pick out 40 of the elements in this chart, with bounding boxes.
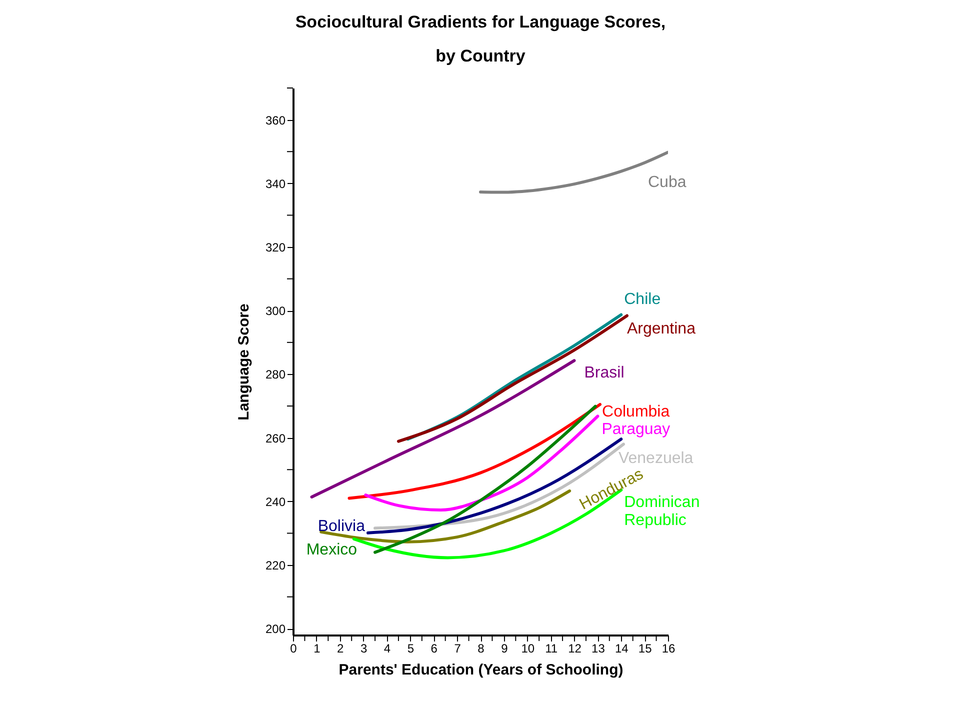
y-tick-label: 360 [265,113,286,128]
x-tick-label: 4 [384,642,391,656]
y-tick-label: 340 [265,176,286,191]
chart-title: Sociocultural Gradients for Language Scores, by Country [295,12,666,66]
x-tick-label: 5 [407,642,414,656]
x-axis-title: Parents' Education (Years of Schooling) [338,662,624,678]
series-label: Columbia [602,403,670,420]
x-tick-label: 8 [478,642,485,656]
series-label: Chile [624,290,661,308]
y-tick-label: 320 [265,240,286,255]
x-tick-label: 9 [501,642,508,656]
x-tick-label: 3 [360,642,368,656]
x-tick-label: 14 [614,642,629,656]
y-tick-label: 200 [265,622,286,636]
x-tick-label: 11 [545,642,558,656]
x-tick-label: 6 [430,642,438,656]
x-tick-label: 2 [337,642,344,656]
y-axis-title: Language Score [235,304,252,420]
series-label: Bolivia [318,518,366,535]
series-label: Venezuela [618,450,694,468]
x-tick-label: 12 [568,642,582,656]
line-series [320,489,572,544]
series-label: Cuba [648,174,686,192]
x-tick-label: 16 [662,642,676,656]
y-tick-label: 240 [265,494,286,509]
series-label: Mexico [306,541,358,558]
y-tick-label: 220 [265,558,286,573]
x-tick-label: 13 [592,642,606,656]
series-label: Brasil [584,364,624,382]
y-tick-label: 280 [265,368,286,382]
x-tick-label: 15 [638,642,652,656]
x-tick-label: 7 [454,642,462,656]
series-label: Paraguay [602,421,670,438]
y-tick-label: 260 [265,431,286,446]
x-tick-label: 1 [314,642,321,656]
y-tick-label: 300 [265,304,286,318]
series-label: Argentina [626,320,696,338]
x-tick-label: 0 [290,642,298,656]
line-series [310,359,576,498]
x-tick-label: 10 [521,642,535,656]
